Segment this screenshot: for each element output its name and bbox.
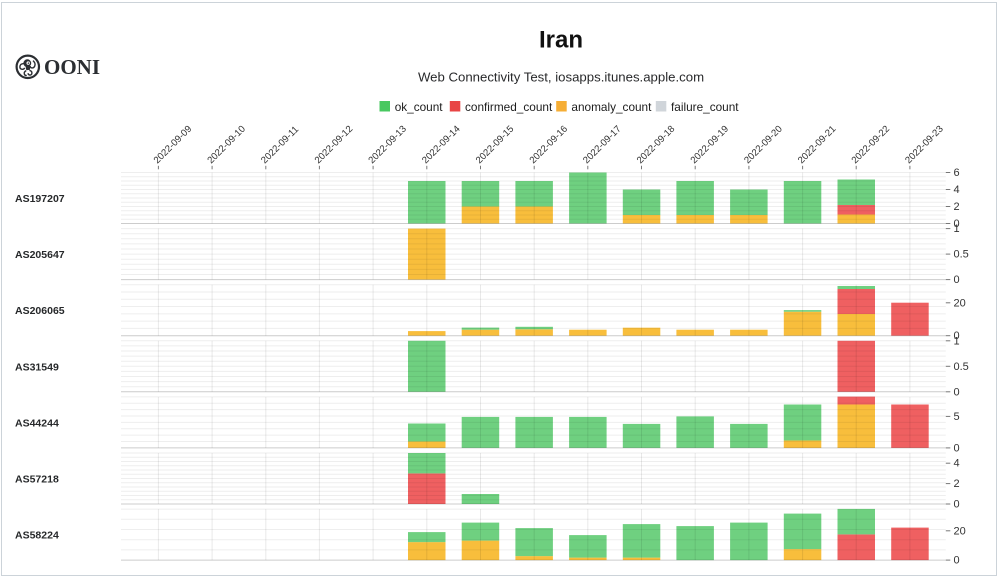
svg-text:0: 0 <box>954 442 960 454</box>
svg-text:AS44244: AS44244 <box>15 417 59 429</box>
svg-text:failure_count: failure_count <box>671 100 739 114</box>
svg-text:5: 5 <box>954 411 960 423</box>
svg-text:Iran: Iran <box>539 27 583 54</box>
svg-text:AS206065: AS206065 <box>15 305 65 317</box>
svg-text:1: 1 <box>954 223 960 235</box>
svg-text:6: 6 <box>954 167 960 179</box>
svg-text:20: 20 <box>954 297 966 309</box>
svg-text:2: 2 <box>954 478 960 490</box>
svg-text:Web Connectivity Test, iosapps: Web Connectivity Test, iosapps.itunes.ap… <box>418 70 704 85</box>
svg-text:0.5: 0.5 <box>954 249 969 261</box>
svg-text:0: 0 <box>954 330 960 342</box>
svg-text:4: 4 <box>954 184 960 196</box>
svg-text:0: 0 <box>954 218 960 230</box>
svg-text:AS205647: AS205647 <box>15 249 65 261</box>
svg-text:20: 20 <box>954 525 966 537</box>
svg-text:2: 2 <box>954 201 960 213</box>
svg-text:AS31549: AS31549 <box>15 361 59 373</box>
svg-text:0: 0 <box>954 555 960 567</box>
svg-text:AS57218: AS57218 <box>15 474 59 486</box>
svg-text:4: 4 <box>954 458 960 470</box>
svg-text:confirmed_count: confirmed_count <box>465 100 553 114</box>
svg-text:anomaly_count: anomaly_count <box>571 100 652 114</box>
svg-text:0: 0 <box>954 499 960 511</box>
svg-text:AS58224: AS58224 <box>15 530 59 542</box>
svg-text:ok_count: ok_count <box>395 100 444 114</box>
svg-text:OONI: OONI <box>44 55 100 79</box>
svg-text:AS197207: AS197207 <box>15 193 65 205</box>
svg-text:0: 0 <box>954 386 960 398</box>
svg-text:0: 0 <box>954 274 960 286</box>
svg-text:1: 1 <box>954 335 960 347</box>
svg-text:0.5: 0.5 <box>954 361 969 373</box>
